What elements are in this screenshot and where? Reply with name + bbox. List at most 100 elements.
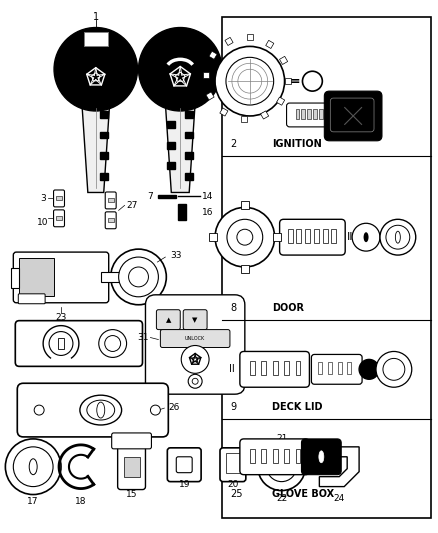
Bar	[58, 337, 64, 350]
FancyBboxPatch shape	[330, 98, 374, 132]
Circle shape	[13, 447, 53, 487]
Circle shape	[215, 46, 285, 116]
Circle shape	[383, 358, 405, 380]
FancyBboxPatch shape	[183, 310, 207, 329]
Bar	[273, 233, 281, 241]
Text: UNLOCK: UNLOCK	[185, 336, 205, 341]
Bar	[279, 56, 288, 64]
Bar	[108, 198, 114, 203]
Circle shape	[215, 207, 275, 267]
Bar	[100, 111, 108, 118]
Text: 9: 9	[230, 402, 236, 412]
Text: 14: 14	[202, 192, 213, 201]
FancyBboxPatch shape	[279, 219, 345, 255]
Circle shape	[386, 225, 410, 249]
Bar	[318, 362, 322, 374]
Bar	[84, 33, 108, 46]
Text: 21: 21	[276, 434, 287, 443]
Circle shape	[129, 267, 148, 287]
FancyBboxPatch shape	[15, 321, 142, 366]
Polygon shape	[319, 447, 359, 487]
Bar	[296, 229, 301, 243]
Bar	[319, 109, 323, 119]
Text: =: =	[289, 75, 300, 88]
Bar	[167, 142, 175, 149]
Text: 15: 15	[126, 490, 137, 499]
Bar	[209, 233, 217, 241]
Circle shape	[376, 351, 412, 387]
Circle shape	[232, 63, 268, 99]
Bar	[100, 152, 108, 159]
Bar	[322, 229, 328, 243]
Bar	[100, 173, 108, 180]
Polygon shape	[82, 103, 110, 192]
Circle shape	[227, 219, 263, 255]
Bar	[185, 132, 193, 139]
Text: 31: 31	[137, 333, 148, 342]
Bar	[347, 362, 351, 374]
FancyBboxPatch shape	[112, 433, 152, 449]
Circle shape	[188, 374, 202, 388]
Bar	[56, 197, 62, 200]
Polygon shape	[165, 103, 195, 192]
Circle shape	[181, 345, 209, 373]
Text: 26: 26	[168, 402, 180, 411]
Bar	[296, 109, 300, 119]
Bar	[273, 361, 278, 375]
Ellipse shape	[364, 232, 368, 242]
Circle shape	[54, 28, 138, 111]
Text: ▲: ▲	[166, 317, 171, 322]
Bar	[19, 258, 54, 296]
Bar	[296, 361, 300, 375]
Text: 25: 25	[230, 489, 242, 498]
Circle shape	[192, 378, 198, 384]
FancyBboxPatch shape	[156, 310, 180, 329]
Bar	[241, 201, 249, 209]
Text: 18: 18	[75, 497, 87, 506]
Circle shape	[49, 332, 73, 356]
FancyBboxPatch shape	[17, 383, 168, 437]
Bar	[250, 449, 255, 463]
Bar	[178, 204, 186, 220]
Bar	[11, 268, 19, 288]
Bar	[284, 361, 289, 375]
FancyBboxPatch shape	[105, 192, 116, 209]
Circle shape	[111, 249, 166, 305]
Bar	[266, 41, 274, 49]
Text: 23: 23	[55, 313, 67, 322]
FancyBboxPatch shape	[176, 457, 192, 473]
FancyBboxPatch shape	[105, 212, 116, 229]
Bar	[301, 109, 305, 119]
Text: GLOVE BOX: GLOVE BOX	[272, 489, 334, 498]
Circle shape	[380, 219, 416, 255]
Bar	[261, 111, 268, 119]
Circle shape	[237, 229, 253, 245]
FancyBboxPatch shape	[240, 351, 309, 387]
Bar	[328, 362, 332, 374]
Text: 10: 10	[37, 218, 49, 227]
Bar	[314, 109, 318, 119]
Text: 17: 17	[28, 497, 39, 506]
Text: DOOR: DOOR	[272, 303, 304, 313]
FancyBboxPatch shape	[301, 439, 341, 475]
FancyBboxPatch shape	[220, 448, 246, 482]
FancyBboxPatch shape	[145, 295, 245, 394]
Bar	[276, 97, 285, 105]
Circle shape	[303, 71, 322, 91]
Bar	[226, 453, 240, 473]
Text: 20: 20	[227, 480, 239, 489]
Text: 1: 1	[93, 12, 99, 22]
Bar	[101, 272, 119, 282]
Bar	[225, 37, 233, 45]
Text: 16: 16	[202, 208, 214, 217]
Circle shape	[5, 439, 61, 495]
Text: 3: 3	[40, 194, 46, 203]
Text: 33: 33	[170, 251, 182, 260]
Ellipse shape	[87, 400, 115, 420]
Bar	[261, 361, 266, 375]
FancyBboxPatch shape	[324, 91, 382, 141]
Ellipse shape	[29, 459, 37, 475]
Circle shape	[267, 452, 297, 482]
Bar	[314, 229, 319, 243]
Bar	[273, 449, 278, 463]
